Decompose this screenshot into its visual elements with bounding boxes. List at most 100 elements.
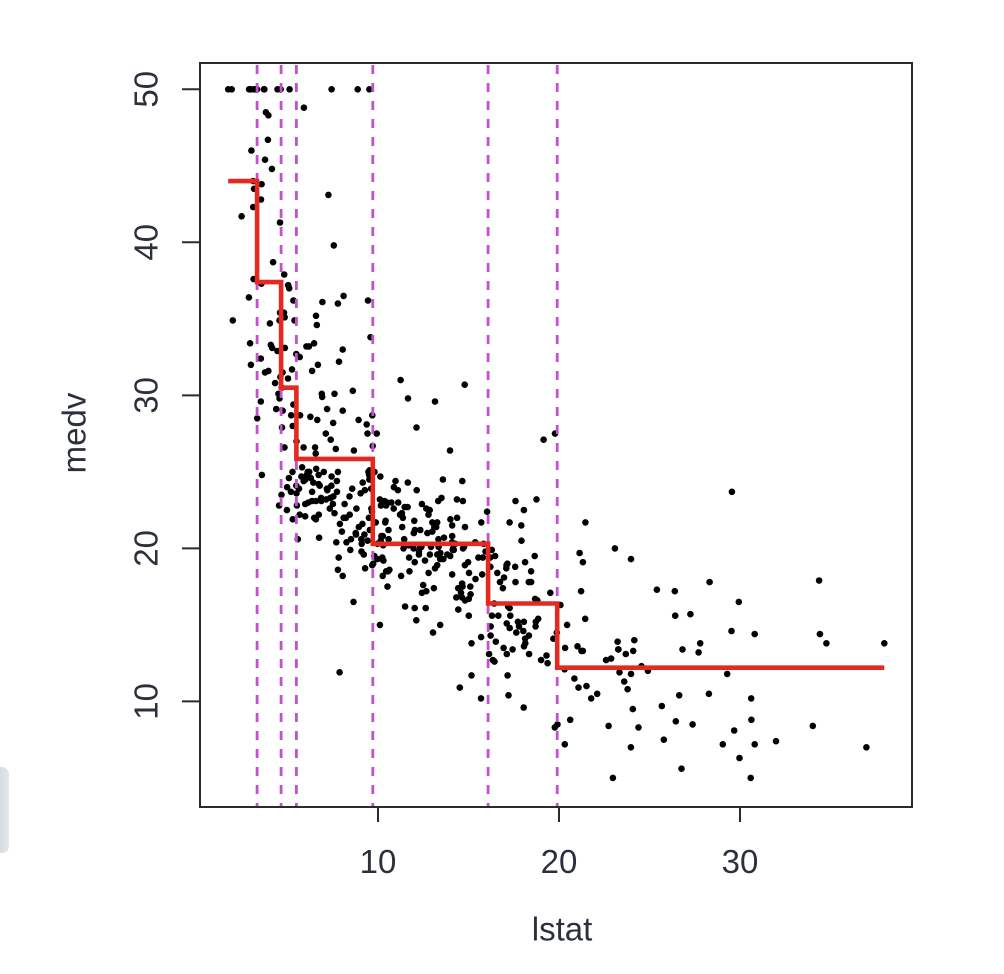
- data-point: [593, 690, 601, 698]
- data-point: [358, 535, 365, 543]
- data-point: [323, 485, 331, 493]
- data-point: [330, 242, 338, 249]
- data-point: [308, 497, 316, 505]
- data-point: [303, 343, 310, 350]
- tree-step-line: [228, 178, 885, 670]
- data-point: [287, 412, 295, 419]
- data-point: [307, 413, 314, 421]
- data-point: [384, 568, 392, 575]
- data-point: [304, 468, 312, 476]
- data-point: [329, 419, 337, 427]
- data-point: [446, 552, 454, 560]
- data-point: [583, 682, 590, 690]
- data-point: [336, 669, 343, 676]
- data-point: [384, 583, 391, 590]
- data-point: [485, 650, 493, 658]
- data-point: [350, 598, 357, 606]
- data-point: [300, 444, 307, 451]
- data-point: [614, 638, 621, 645]
- data-point: [816, 630, 824, 638]
- data-point: [448, 532, 456, 540]
- data-point: [491, 552, 499, 560]
- data-point: [369, 560, 377, 567]
- split-lines-layer: [255, 65, 559, 806]
- data-point: [730, 727, 738, 734]
- data-point: [333, 539, 340, 546]
- data-point: [285, 474, 293, 482]
- data-point: [706, 578, 713, 586]
- data-point: [339, 346, 347, 353]
- data-point: [280, 271, 288, 278]
- data-point: [312, 450, 320, 457]
- data-point: [576, 549, 583, 557]
- data-point: [624, 685, 631, 693]
- data-point: [429, 629, 437, 636]
- data-point: [459, 497, 467, 505]
- data-point: [453, 514, 461, 522]
- data-point: [511, 563, 519, 571]
- data-point: [269, 258, 277, 266]
- scrollbar-thumb-partial[interactable]: [0, 767, 9, 853]
- data-point: [449, 546, 457, 554]
- data-point: [455, 606, 462, 613]
- data-point: [310, 340, 318, 347]
- data-point: [334, 300, 342, 307]
- data-point: [265, 112, 272, 119]
- data-point: [326, 505, 334, 512]
- data-point: [359, 479, 367, 486]
- data-point: [411, 517, 418, 525]
- data-point: [376, 621, 384, 629]
- data-point: [382, 517, 389, 525]
- data-point: [719, 741, 727, 748]
- data-point: [487, 632, 494, 639]
- data-point: [289, 516, 297, 523]
- data-point: [405, 554, 413, 561]
- data-point: [534, 615, 542, 623]
- data-point: [238, 213, 245, 220]
- data-point: [506, 519, 513, 526]
- data-point: [363, 421, 371, 428]
- data-point: [464, 558, 472, 566]
- data-point: [396, 511, 404, 518]
- data-point: [675, 692, 683, 699]
- data-point: [413, 424, 420, 431]
- data-point: [747, 695, 755, 702]
- data-point: [579, 558, 587, 566]
- data-point: [520, 506, 528, 514]
- data-point: [377, 473, 384, 480]
- data-point: [571, 675, 578, 682]
- data-point: [533, 496, 540, 503]
- data-point: [504, 560, 511, 567]
- data-point: [496, 578, 504, 586]
- data-point: [354, 86, 362, 93]
- data-point: [544, 659, 551, 667]
- data-point: [513, 629, 520, 636]
- data-point: [561, 644, 569, 652]
- data-point: [334, 566, 342, 574]
- data-point: [381, 497, 388, 505]
- points-layer: [224, 86, 888, 782]
- data-point: [313, 321, 321, 329]
- data-point: [296, 511, 304, 518]
- data-point: [431, 398, 439, 405]
- data-point: [347, 535, 355, 543]
- data-point: [687, 610, 694, 618]
- data-point: [229, 317, 237, 324]
- data-point: [308, 367, 316, 375]
- data-point: [561, 741, 569, 748]
- data-point: [543, 652, 550, 659]
- data-point: [453, 594, 460, 601]
- data-point: [285, 285, 293, 292]
- data-point: [261, 369, 269, 376]
- data-point: [390, 505, 398, 512]
- data-point: [448, 571, 456, 578]
- data-point: [503, 620, 511, 627]
- data-point: [531, 595, 539, 603]
- data-point: [823, 640, 830, 647]
- data-point: [472, 575, 479, 583]
- data-point: [477, 695, 485, 702]
- data-point: [514, 618, 522, 626]
- data-point: [491, 658, 498, 665]
- data-point: [629, 705, 637, 713]
